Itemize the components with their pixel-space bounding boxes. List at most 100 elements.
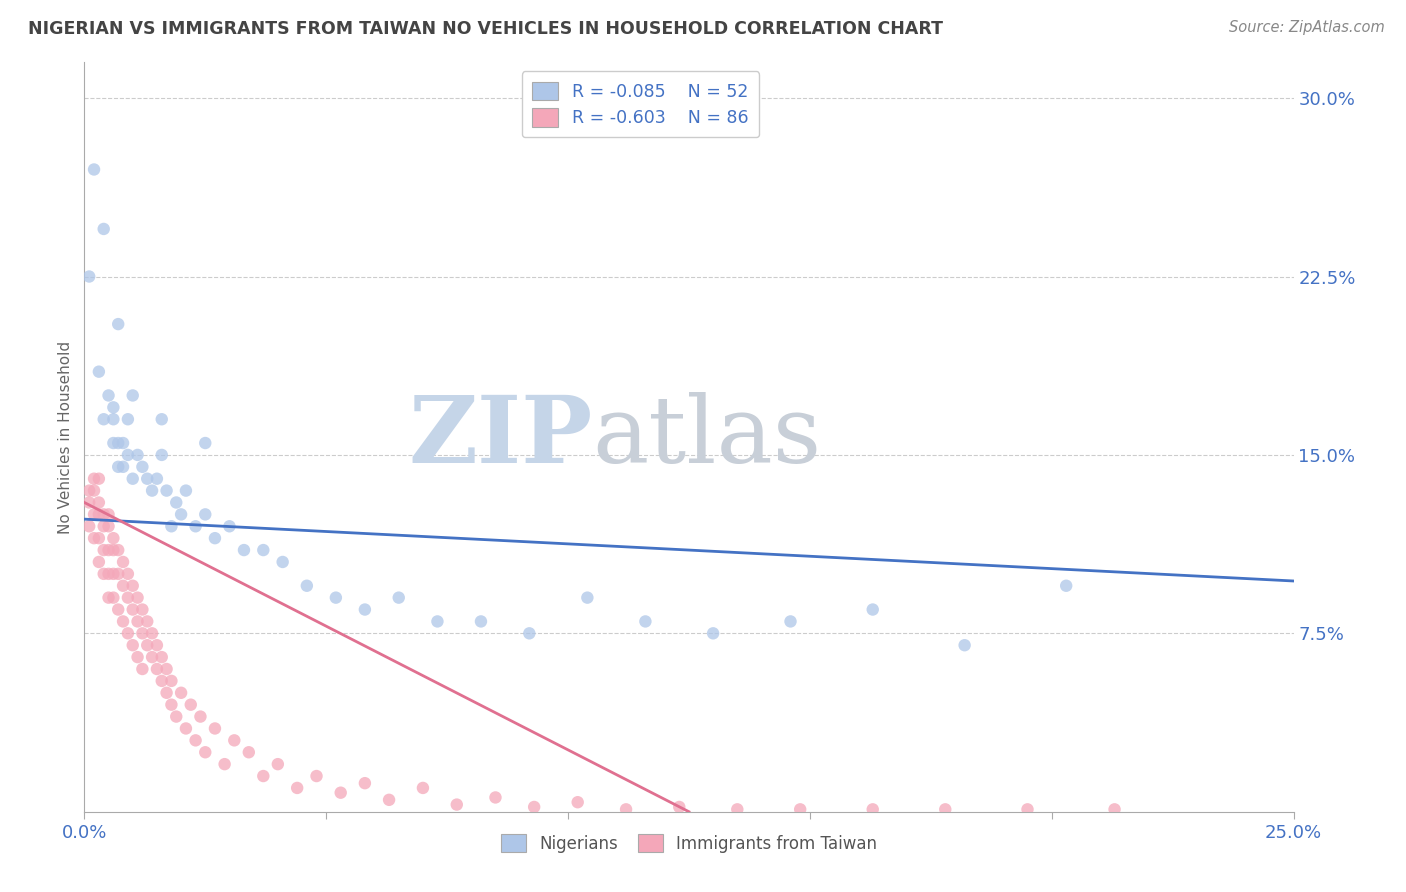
Point [862,802,884,816]
Point [252,543,274,558]
Point [136,472,159,486]
Point [127,650,149,665]
Text: atlas: atlas [592,392,821,482]
Point [184,733,207,747]
Point [194,745,217,759]
Point [97,519,120,533]
Point [121,602,143,616]
Point [97,508,120,522]
Point [127,591,149,605]
Point [117,566,139,581]
Point [103,543,125,558]
Point [155,662,177,676]
Point [233,543,256,558]
Point [107,566,129,581]
Point [121,638,143,652]
Point [103,566,125,581]
Text: NIGERIAN VS IMMIGRANTS FROM TAIWAN NO VEHICLES IN HOUSEHOLD CORRELATION CHART: NIGERIAN VS IMMIGRANTS FROM TAIWAN NO VE… [28,20,943,37]
Point [87,531,110,545]
Point [103,436,125,450]
Point [252,769,274,783]
Point [107,436,129,450]
Point [1054,579,1077,593]
Point [93,543,115,558]
Point [634,615,657,629]
Point [83,508,105,522]
Point [93,508,115,522]
Point [779,615,801,629]
Point [107,543,129,558]
Point [160,673,183,688]
Point [112,436,135,450]
Point [388,591,411,605]
Point [136,615,159,629]
Point [190,709,212,723]
Point [121,388,143,402]
Point [121,579,143,593]
Point [107,459,129,474]
Point [93,566,115,581]
Point [87,472,110,486]
Point [146,472,169,486]
Point [354,602,377,616]
Point [150,673,173,688]
Point [295,579,318,593]
Point [150,448,173,462]
Text: ZIP: ZIP [408,392,592,482]
Point [127,615,149,629]
Point [150,650,173,665]
Point [285,780,308,795]
Point [194,436,217,450]
Point [523,800,546,814]
Point [77,495,100,509]
Point [567,795,589,809]
Point [224,733,246,747]
Point [446,797,468,812]
Point [165,495,187,509]
Point [271,555,294,569]
Point [170,508,193,522]
Point [305,769,328,783]
Point [934,802,956,816]
Point [131,602,153,616]
Point [83,483,105,498]
Point [107,317,129,331]
Point [470,615,492,629]
Point [218,519,240,533]
Point [141,483,163,498]
Y-axis label: No Vehicles in Household: No Vehicles in Household [58,341,73,533]
Point [204,531,226,545]
Point [150,412,173,426]
Point [77,269,100,284]
Point [97,566,120,581]
Point [517,626,540,640]
Point [184,519,207,533]
Point [103,531,125,545]
Point [725,802,748,816]
Point [146,662,169,676]
Point [121,472,143,486]
Point [238,745,260,759]
Legend: Nigerians, Immigrants from Taiwan: Nigerians, Immigrants from Taiwan [494,828,884,860]
Point [127,448,149,462]
Point [103,591,125,605]
Point [93,222,115,236]
Point [702,626,724,640]
Point [87,508,110,522]
Point [107,602,129,616]
Point [953,638,976,652]
Point [378,793,401,807]
Point [614,802,637,816]
Point [87,495,110,509]
Point [354,776,377,790]
Point [204,722,226,736]
Point [117,412,139,426]
Point [329,786,352,800]
Point [97,543,120,558]
Point [1017,802,1039,816]
Point [97,388,120,402]
Point [112,579,135,593]
Point [1104,802,1126,816]
Point [668,800,690,814]
Point [87,365,110,379]
